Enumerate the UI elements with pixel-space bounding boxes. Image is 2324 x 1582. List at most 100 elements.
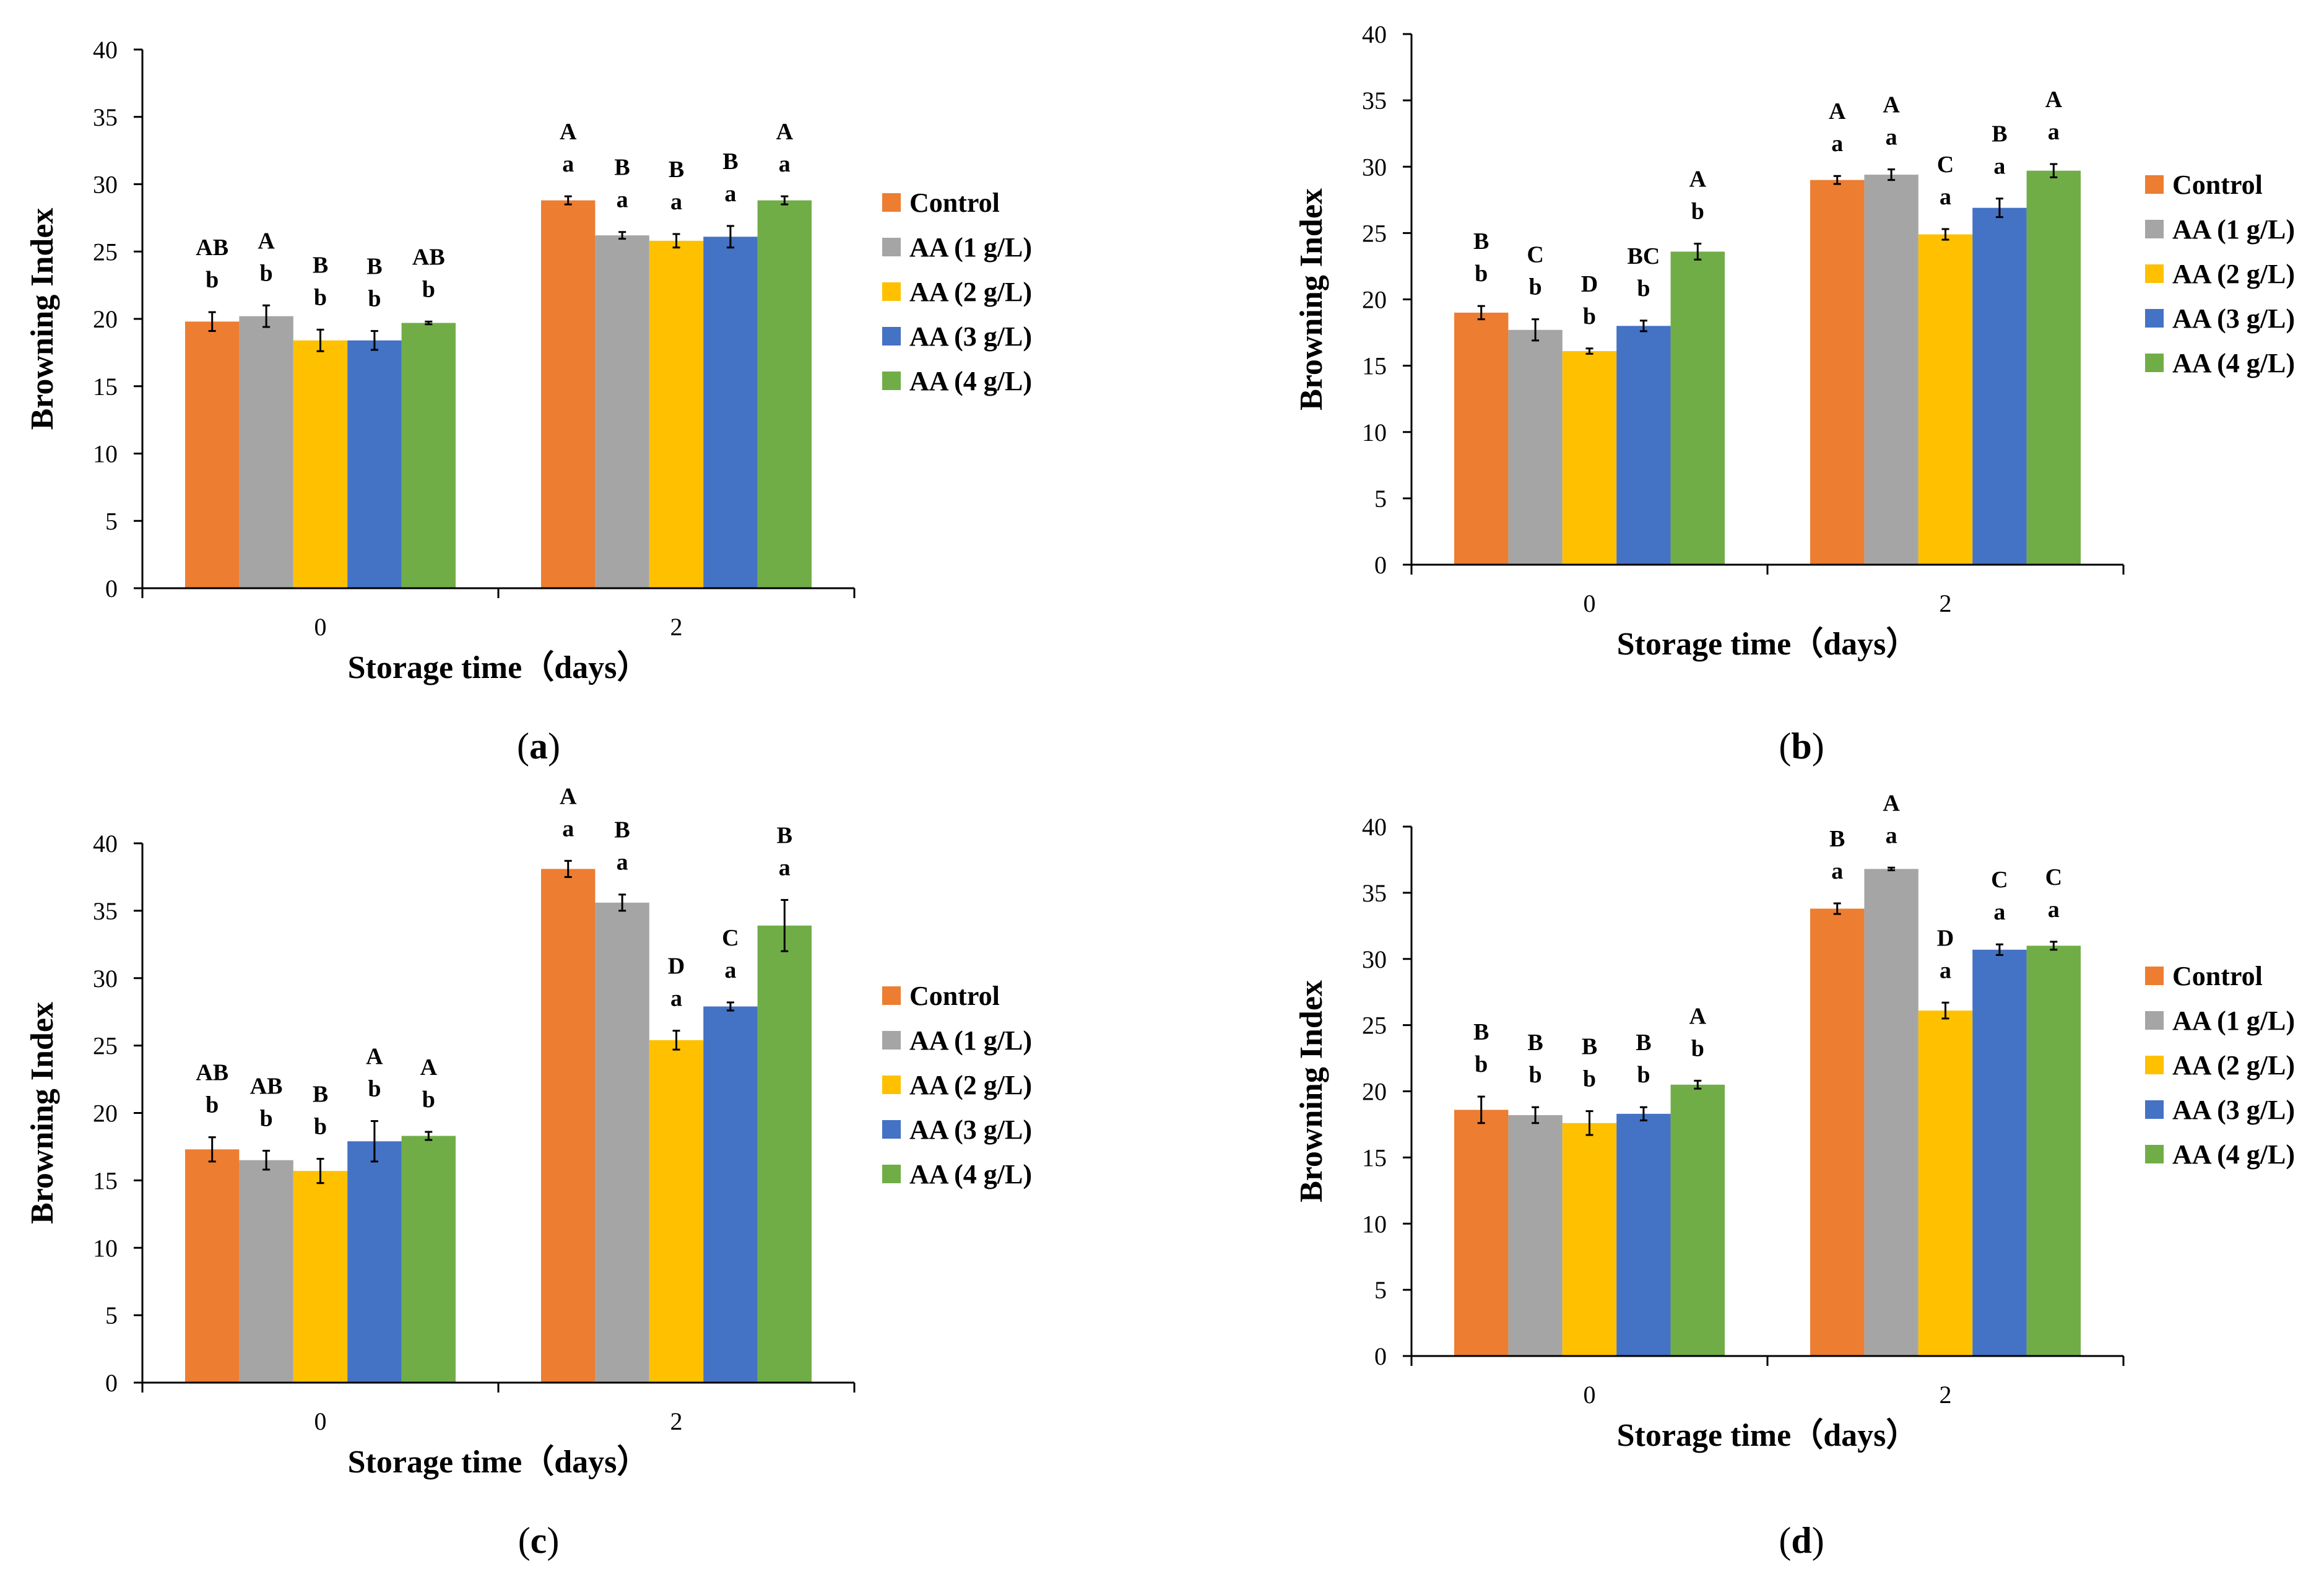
y-tick-label: 10 bbox=[1362, 1210, 1387, 1238]
significance-letter-lower: a bbox=[2048, 119, 2060, 145]
bar bbox=[1918, 234, 1973, 565]
legend-swatch bbox=[2145, 264, 2164, 283]
y-tick-label: 5 bbox=[1374, 485, 1387, 513]
y-tick-label: 15 bbox=[1362, 1144, 1387, 1171]
bar bbox=[2026, 945, 2081, 1356]
y-tick-label: 40 bbox=[93, 830, 118, 858]
x-tick-label: 2 bbox=[670, 1407, 683, 1435]
significance-letter-lower: b bbox=[1583, 303, 1596, 329]
significance-letter-upper: B bbox=[669, 157, 684, 183]
x-axis-title: Storage time（days） bbox=[348, 650, 649, 685]
y-tick-label: 40 bbox=[1362, 20, 1387, 48]
legend-swatch bbox=[2145, 354, 2164, 372]
significance-letter-lower: b bbox=[206, 267, 219, 293]
significance-letter-lower: b bbox=[1475, 1051, 1488, 1077]
significance-letter-lower: b bbox=[422, 276, 435, 302]
y-tick-label: 5 bbox=[1374, 1276, 1387, 1304]
significance-letter-upper: B bbox=[722, 149, 738, 175]
x-tick-label: 2 bbox=[1940, 1381, 1952, 1409]
significance-letter-lower: b bbox=[314, 284, 327, 310]
y-tick-label: 5 bbox=[105, 507, 118, 535]
bar bbox=[185, 321, 240, 588]
significance-letter-upper: A bbox=[1883, 92, 1900, 118]
significance-letter-upper: A bbox=[1829, 98, 1846, 124]
significance-letter-lower: b bbox=[1691, 1035, 1704, 1061]
legend-swatch bbox=[2145, 220, 2164, 238]
significance-letter-upper: B bbox=[614, 155, 630, 181]
significance-letter-lower: a bbox=[617, 850, 628, 876]
bar bbox=[239, 316, 293, 588]
bar bbox=[1670, 1084, 1725, 1356]
significance-letter-upper: A bbox=[258, 228, 275, 254]
panel-letter: b bbox=[1791, 726, 1811, 767]
bar bbox=[293, 1171, 348, 1383]
significance-letter-lower: b bbox=[1691, 199, 1704, 225]
significance-letter-upper: B bbox=[777, 822, 792, 848]
significance-letter-lower: a bbox=[670, 986, 682, 1012]
significance-letter-lower: a bbox=[670, 189, 682, 215]
legend-swatch bbox=[2145, 175, 2164, 194]
significance-letter-upper: A bbox=[1883, 790, 1900, 816]
bar bbox=[595, 235, 649, 588]
legend-label: Control bbox=[909, 981, 1000, 1011]
significance-letter-upper: B bbox=[1473, 228, 1489, 254]
y-axis-title: Browning Index bbox=[25, 208, 60, 430]
bar bbox=[239, 1160, 293, 1383]
significance-letter-upper: B bbox=[1636, 1030, 1651, 1056]
bar bbox=[1616, 1113, 1671, 1356]
significance-letter-lower: a bbox=[1831, 858, 1843, 884]
significance-letter-lower: a bbox=[1993, 154, 2005, 180]
y-tick-label: 0 bbox=[1374, 551, 1387, 579]
legend-swatch bbox=[2145, 1011, 2164, 1030]
bar bbox=[1454, 1110, 1509, 1356]
significance-letter-upper: A bbox=[1689, 167, 1707, 193]
legend-label: Control bbox=[2172, 170, 2263, 200]
y-tick-label: 0 bbox=[105, 575, 118, 602]
legend-swatch bbox=[882, 327, 901, 346]
bar bbox=[1508, 329, 1563, 565]
significance-letter-upper: B bbox=[313, 252, 328, 278]
y-tick-label: 20 bbox=[93, 305, 118, 333]
significance-letter-upper: C bbox=[722, 925, 739, 951]
legend-label: AA (1 g/L) bbox=[909, 232, 1032, 263]
legend-label: Control bbox=[909, 188, 1000, 218]
significance-letter-lower: b bbox=[1529, 274, 1542, 300]
significance-letter-lower: b bbox=[1637, 1062, 1650, 1088]
bar bbox=[541, 869, 596, 1383]
significance-letter-lower: a bbox=[779, 854, 791, 880]
significance-letter-upper: B bbox=[614, 817, 630, 843]
significance-letter-lower: b bbox=[422, 1087, 435, 1113]
y-tick-label: 30 bbox=[1362, 945, 1387, 973]
legend-swatch bbox=[882, 986, 901, 1005]
significance-letter-lower: a bbox=[724, 181, 736, 207]
y-axis-title: Browning Index bbox=[25, 1002, 60, 1224]
legend-swatch bbox=[882, 1165, 901, 1183]
legend-label: AA (2 g/L) bbox=[909, 277, 1032, 307]
bar bbox=[347, 340, 402, 588]
legend-swatch bbox=[882, 193, 901, 212]
significance-letter-upper: B bbox=[1829, 826, 1845, 852]
legend-swatch bbox=[882, 282, 901, 301]
significance-letter-lower: b bbox=[368, 286, 381, 312]
x-tick-label: 2 bbox=[670, 613, 683, 641]
significance-letter-upper: BC bbox=[1628, 243, 1660, 269]
x-axis-title: Storage time（days） bbox=[348, 1444, 649, 1480]
y-tick-label: 35 bbox=[93, 103, 118, 131]
x-tick-label: 0 bbox=[1584, 589, 1596, 617]
bar bbox=[1454, 312, 1509, 565]
legend-label: AA (4 g/L) bbox=[2172, 348, 2295, 378]
bar bbox=[1918, 1010, 1973, 1356]
significance-letter-upper: AB bbox=[250, 1073, 283, 1099]
x-tick-label: 2 bbox=[1940, 589, 1952, 617]
significance-letter-upper: A bbox=[560, 783, 577, 809]
y-tick-label: 20 bbox=[1362, 1078, 1387, 1106]
significance-letter-lower: b bbox=[314, 1114, 327, 1140]
significance-letter-upper: C bbox=[1527, 242, 1543, 268]
bar bbox=[1616, 326, 1671, 565]
bar bbox=[541, 200, 596, 589]
significance-letter-upper: A bbox=[1689, 1003, 1707, 1029]
y-tick-label: 40 bbox=[93, 36, 118, 64]
